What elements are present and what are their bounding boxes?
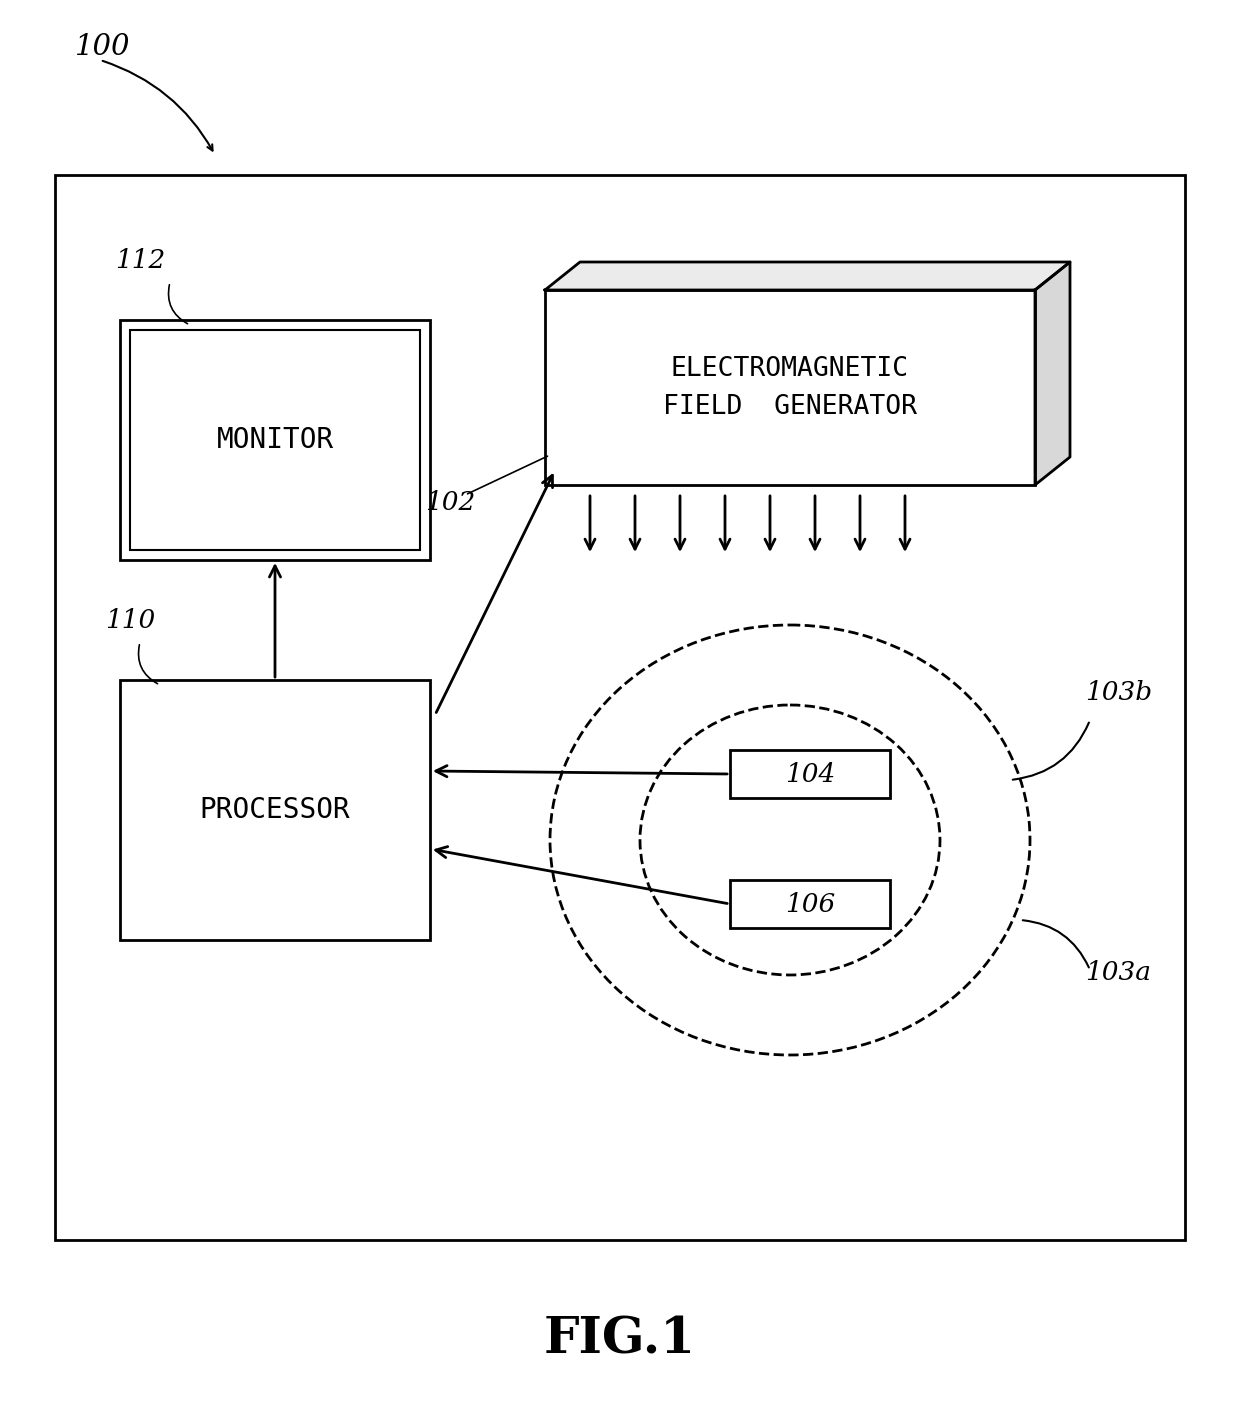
Bar: [730, 880, 890, 928]
Text: MONITOR: MONITOR: [216, 426, 334, 454]
Bar: [130, 330, 420, 550]
Text: 110: 110: [105, 607, 155, 633]
Text: 103a: 103a: [1085, 960, 1151, 986]
Polygon shape: [1035, 262, 1070, 485]
Polygon shape: [546, 262, 1070, 290]
Text: 103b: 103b: [1085, 681, 1152, 704]
Ellipse shape: [640, 704, 940, 974]
Text: 102: 102: [425, 491, 475, 515]
Bar: [730, 749, 890, 799]
Bar: [120, 681, 430, 941]
Bar: [120, 321, 430, 560]
Ellipse shape: [551, 626, 1030, 1054]
Text: 112: 112: [115, 247, 165, 273]
Text: PROCESSOR: PROCESSOR: [200, 796, 351, 824]
Text: ELECTROMAGNETIC
FIELD  GENERATOR: ELECTROMAGNETIC FIELD GENERATOR: [663, 356, 918, 419]
Text: 100: 100: [74, 32, 130, 60]
Text: 106: 106: [785, 891, 835, 917]
Text: 104: 104: [785, 762, 835, 786]
Bar: [55, 174, 1185, 1240]
Bar: [546, 290, 1035, 485]
Text: FIG.1: FIG.1: [544, 1316, 696, 1364]
